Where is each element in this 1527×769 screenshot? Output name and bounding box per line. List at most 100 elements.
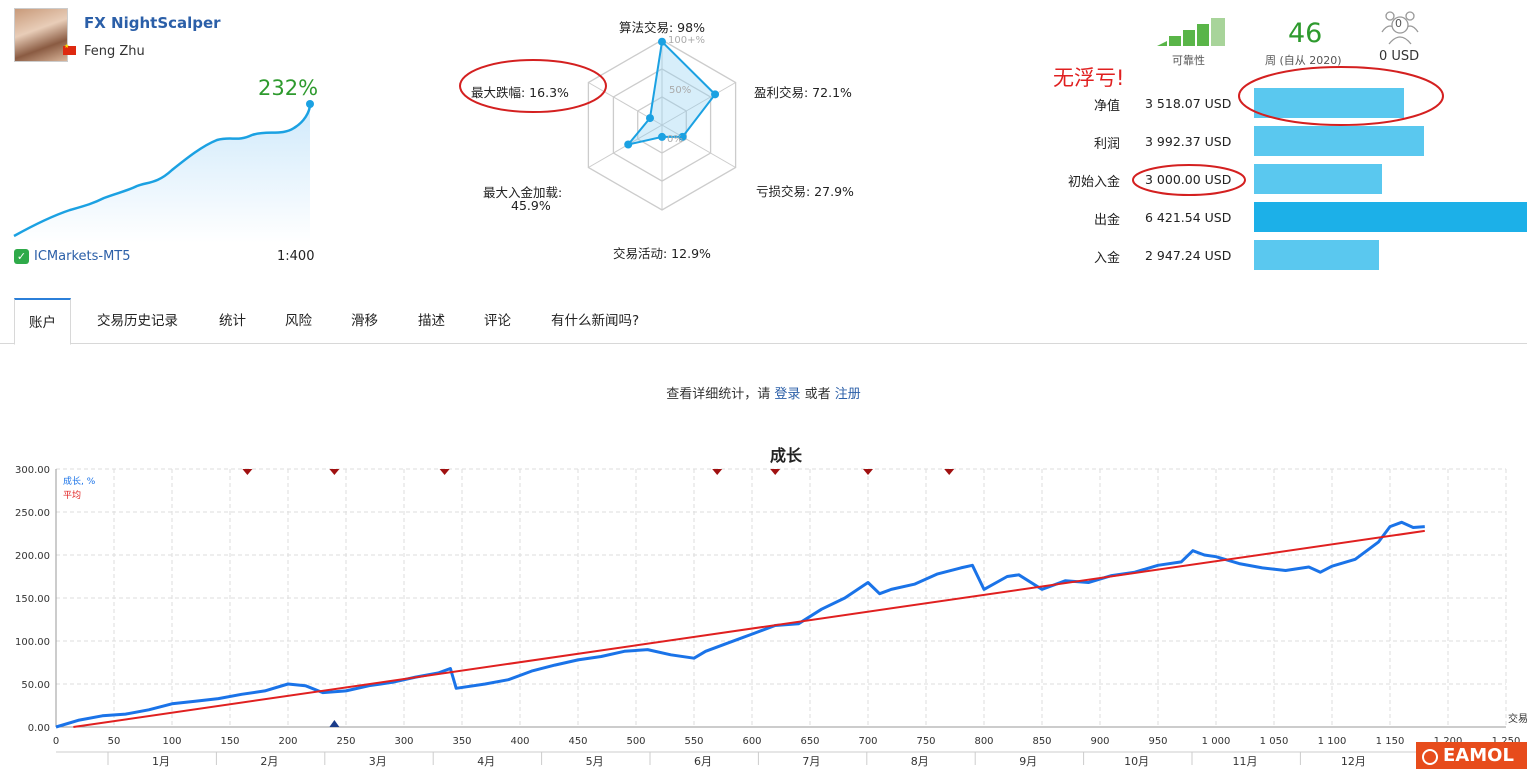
tab-account[interactable]: 账户 bbox=[14, 298, 71, 345]
radar-label-loss: 亏损交易: 27.9% bbox=[756, 184, 854, 199]
subscribers-icon bbox=[1381, 11, 1419, 45]
stat-bar-initial-deposit bbox=[1254, 164, 1382, 194]
stat-value-withdrawals: 6 421.54 USD bbox=[1145, 210, 1232, 225]
stat-value-equity: 3 518.07 USD bbox=[1145, 96, 1232, 111]
x-tick-label: 1 200 bbox=[1434, 736, 1463, 747]
month-label: 12月 bbox=[1341, 755, 1366, 768]
series-growth-line bbox=[55, 520, 1425, 729]
chart-marker-top bbox=[944, 469, 955, 475]
weeks-count: 46 bbox=[1288, 18, 1323, 49]
y-tick-label: 150.00 bbox=[15, 594, 50, 605]
radar-point-1 bbox=[711, 90, 720, 99]
tab-slippage[interactable]: 滑移 bbox=[351, 313, 378, 329]
stat-value-initial-deposit: 3 000.00 USD bbox=[1145, 172, 1232, 187]
series-average-line bbox=[73, 529, 1425, 728]
china-flag-icon bbox=[63, 43, 76, 55]
radar-label-activity: 交易活动: 12.9% bbox=[613, 246, 711, 261]
chart-marker-top bbox=[439, 469, 450, 475]
x-tick-label: 150 bbox=[220, 736, 239, 747]
x-tick-label: 700 bbox=[858, 736, 877, 747]
subscribers-funds: 0 USD bbox=[1379, 49, 1420, 64]
initial-deposit-highlight-ellipse bbox=[1132, 164, 1246, 196]
stat-bar-withdrawals bbox=[1254, 202, 1527, 232]
tab-description[interactable]: 描述 bbox=[418, 313, 445, 329]
month-label: 11月 bbox=[1233, 755, 1258, 768]
mini-growth-area bbox=[14, 104, 310, 243]
month-label: 4月 bbox=[477, 755, 495, 768]
stat-bar-deposits bbox=[1254, 240, 1379, 270]
x-tick-label: 650 bbox=[800, 736, 819, 747]
chart-marker-bottom bbox=[329, 720, 340, 727]
x-tick-label: 600 bbox=[742, 736, 761, 747]
x-tick-label: 900 bbox=[1090, 736, 1109, 747]
weeks-label: 周 (自从 2020) bbox=[1265, 54, 1342, 67]
y-tick-label: 200.00 bbox=[15, 551, 50, 562]
x-tick-label: 550 bbox=[684, 736, 703, 747]
stat-bar-profit bbox=[1254, 126, 1424, 156]
login-link[interactable]: 登录 bbox=[774, 387, 801, 402]
radar-chart bbox=[587, 37, 737, 211]
tab-statistics[interactable]: 统计 bbox=[219, 313, 246, 329]
radar-value-deposit-load: 45.9% bbox=[511, 198, 551, 213]
radar-axis-2 bbox=[661, 124, 736, 168]
x-tick-label: 300 bbox=[394, 736, 413, 747]
legend-entry: 成长, % bbox=[63, 475, 96, 487]
signal-name-link[interactable]: FX NightScalper bbox=[84, 14, 221, 32]
x-tick-label: 500 bbox=[626, 736, 645, 747]
x-tick-label: 950 bbox=[1148, 736, 1167, 747]
radar-point-5 bbox=[646, 114, 655, 123]
growth-chart: 0.00 50.00 100.00 150.00 200.00 250.00 300.00 0… bbox=[15, 465, 1527, 768]
stat-label-profit: 利润 bbox=[1093, 137, 1120, 152]
month-label: 3月 bbox=[369, 755, 387, 768]
month-label: 10月 bbox=[1124, 755, 1149, 768]
radar-point-4 bbox=[624, 140, 633, 149]
x-tick-label: 400 bbox=[510, 736, 529, 747]
radar-axis-1 bbox=[661, 82, 736, 126]
x-tick-label: 800 bbox=[974, 736, 993, 747]
stat-value-profit: 3 992.37 USD bbox=[1145, 134, 1232, 149]
x-tick-label: 100 bbox=[162, 736, 181, 747]
stat-label-equity: 净值 bbox=[1093, 99, 1120, 114]
author-avatar[interactable] bbox=[14, 8, 68, 62]
legend-entry: 平均 bbox=[63, 489, 81, 501]
month-label: 9月 bbox=[1019, 755, 1037, 768]
radar-tick-100: 100+% bbox=[668, 35, 705, 46]
x-tick-label: 1 150 bbox=[1376, 736, 1405, 747]
x-tick-label: 1 250 bbox=[1492, 736, 1521, 747]
y-tick-label: 0.00 bbox=[28, 723, 50, 734]
month-label: 2月 bbox=[260, 755, 278, 768]
register-link[interactable]: 注册 bbox=[834, 387, 861, 402]
x-tick-label: 0 bbox=[53, 736, 59, 747]
x-tick-label: 750 bbox=[916, 736, 935, 747]
author-name[interactable]: Feng Zhu bbox=[84, 44, 145, 59]
month-label: 6月 bbox=[694, 755, 712, 768]
x-tick-label: 200 bbox=[278, 736, 297, 747]
reliability-label: 可靠性 bbox=[1172, 54, 1205, 67]
tab-reviews[interactable]: 评论 bbox=[484, 313, 511, 329]
equity-highlight-ellipse bbox=[1238, 66, 1444, 126]
growth-percentage: 232% bbox=[258, 76, 319, 100]
y-tick-label: 300.00 bbox=[15, 465, 50, 476]
stat-label-withdrawals: 出金 bbox=[1093, 213, 1120, 228]
broker-server-link[interactable]: ICMarkets-MT5 bbox=[34, 249, 131, 264]
stat-bar-equity bbox=[1254, 88, 1404, 118]
drawdown-highlight-ellipse bbox=[459, 59, 607, 113]
tab-trade-history[interactable]: 交易历史记录 bbox=[97, 313, 178, 329]
x-tick-label: 250 bbox=[336, 736, 355, 747]
radar-point-2 bbox=[678, 132, 687, 141]
month-label: 7月 bbox=[802, 755, 820, 768]
tab-risk[interactable]: 风险 bbox=[285, 313, 312, 329]
stat-label-initial-deposit: 初始入金 bbox=[1067, 175, 1120, 190]
chart-marker-top bbox=[770, 469, 781, 475]
x-tick-label: 450 bbox=[568, 736, 587, 747]
notice-middle: 或者 bbox=[800, 387, 835, 402]
x-tick-label: 1 000 bbox=[1202, 736, 1231, 747]
leverage-value: 1:400 bbox=[277, 249, 315, 264]
chart-marker-top bbox=[329, 469, 340, 475]
chart-marker-top bbox=[712, 469, 723, 475]
reliability-bars-icon bbox=[1157, 18, 1225, 46]
x-axis-label: 交易 bbox=[1508, 712, 1527, 725]
radar-tick-50: 50% bbox=[669, 85, 692, 96]
tab-news[interactable]: 有什么新闻吗? bbox=[551, 313, 640, 329]
tab-bar: 账户 交易历史记录 统计 风险 滑移 描述 评论 有什么新闻吗? bbox=[0, 298, 1527, 345]
